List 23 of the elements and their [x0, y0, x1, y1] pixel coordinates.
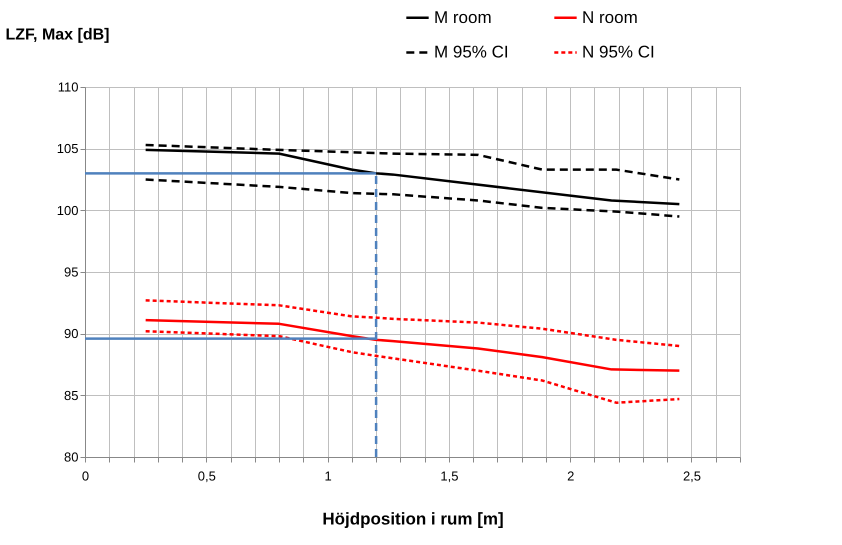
legend-label: M 95% CI: [434, 42, 509, 62]
x-tick-label: 2,5: [682, 468, 702, 484]
y-tick-label: 85: [64, 388, 78, 403]
x-tick-label: 1,5: [440, 468, 458, 484]
line-series: [144, 178, 681, 218]
legend-label: M room: [434, 8, 492, 27]
y-tick-label: 80: [64, 450, 78, 464]
y-tick-label: 110: [58, 80, 78, 94]
line-series: [144, 299, 681, 348]
y-tick-label: 100: [56, 202, 78, 218]
y-tick-label: 105: [56, 141, 78, 156]
line-series: [144, 330, 681, 404]
x-axis-title: Höjdposition i rum [m]: [322, 510, 504, 528]
legend-label: N 95% CI: [582, 42, 655, 62]
line-series: [144, 318, 681, 372]
legend-label: N room: [582, 8, 638, 27]
x-tick-label: 0,5: [198, 468, 216, 484]
y-tick-label: 90: [64, 326, 78, 342]
y-axis-title: LZF, Max [dB]: [6, 26, 110, 44]
x-tick-label: 2: [567, 468, 574, 484]
x-tick-label: 1: [324, 468, 332, 484]
x-tick-label: 0: [82, 468, 90, 484]
y-tick-label: 95: [64, 264, 78, 280]
